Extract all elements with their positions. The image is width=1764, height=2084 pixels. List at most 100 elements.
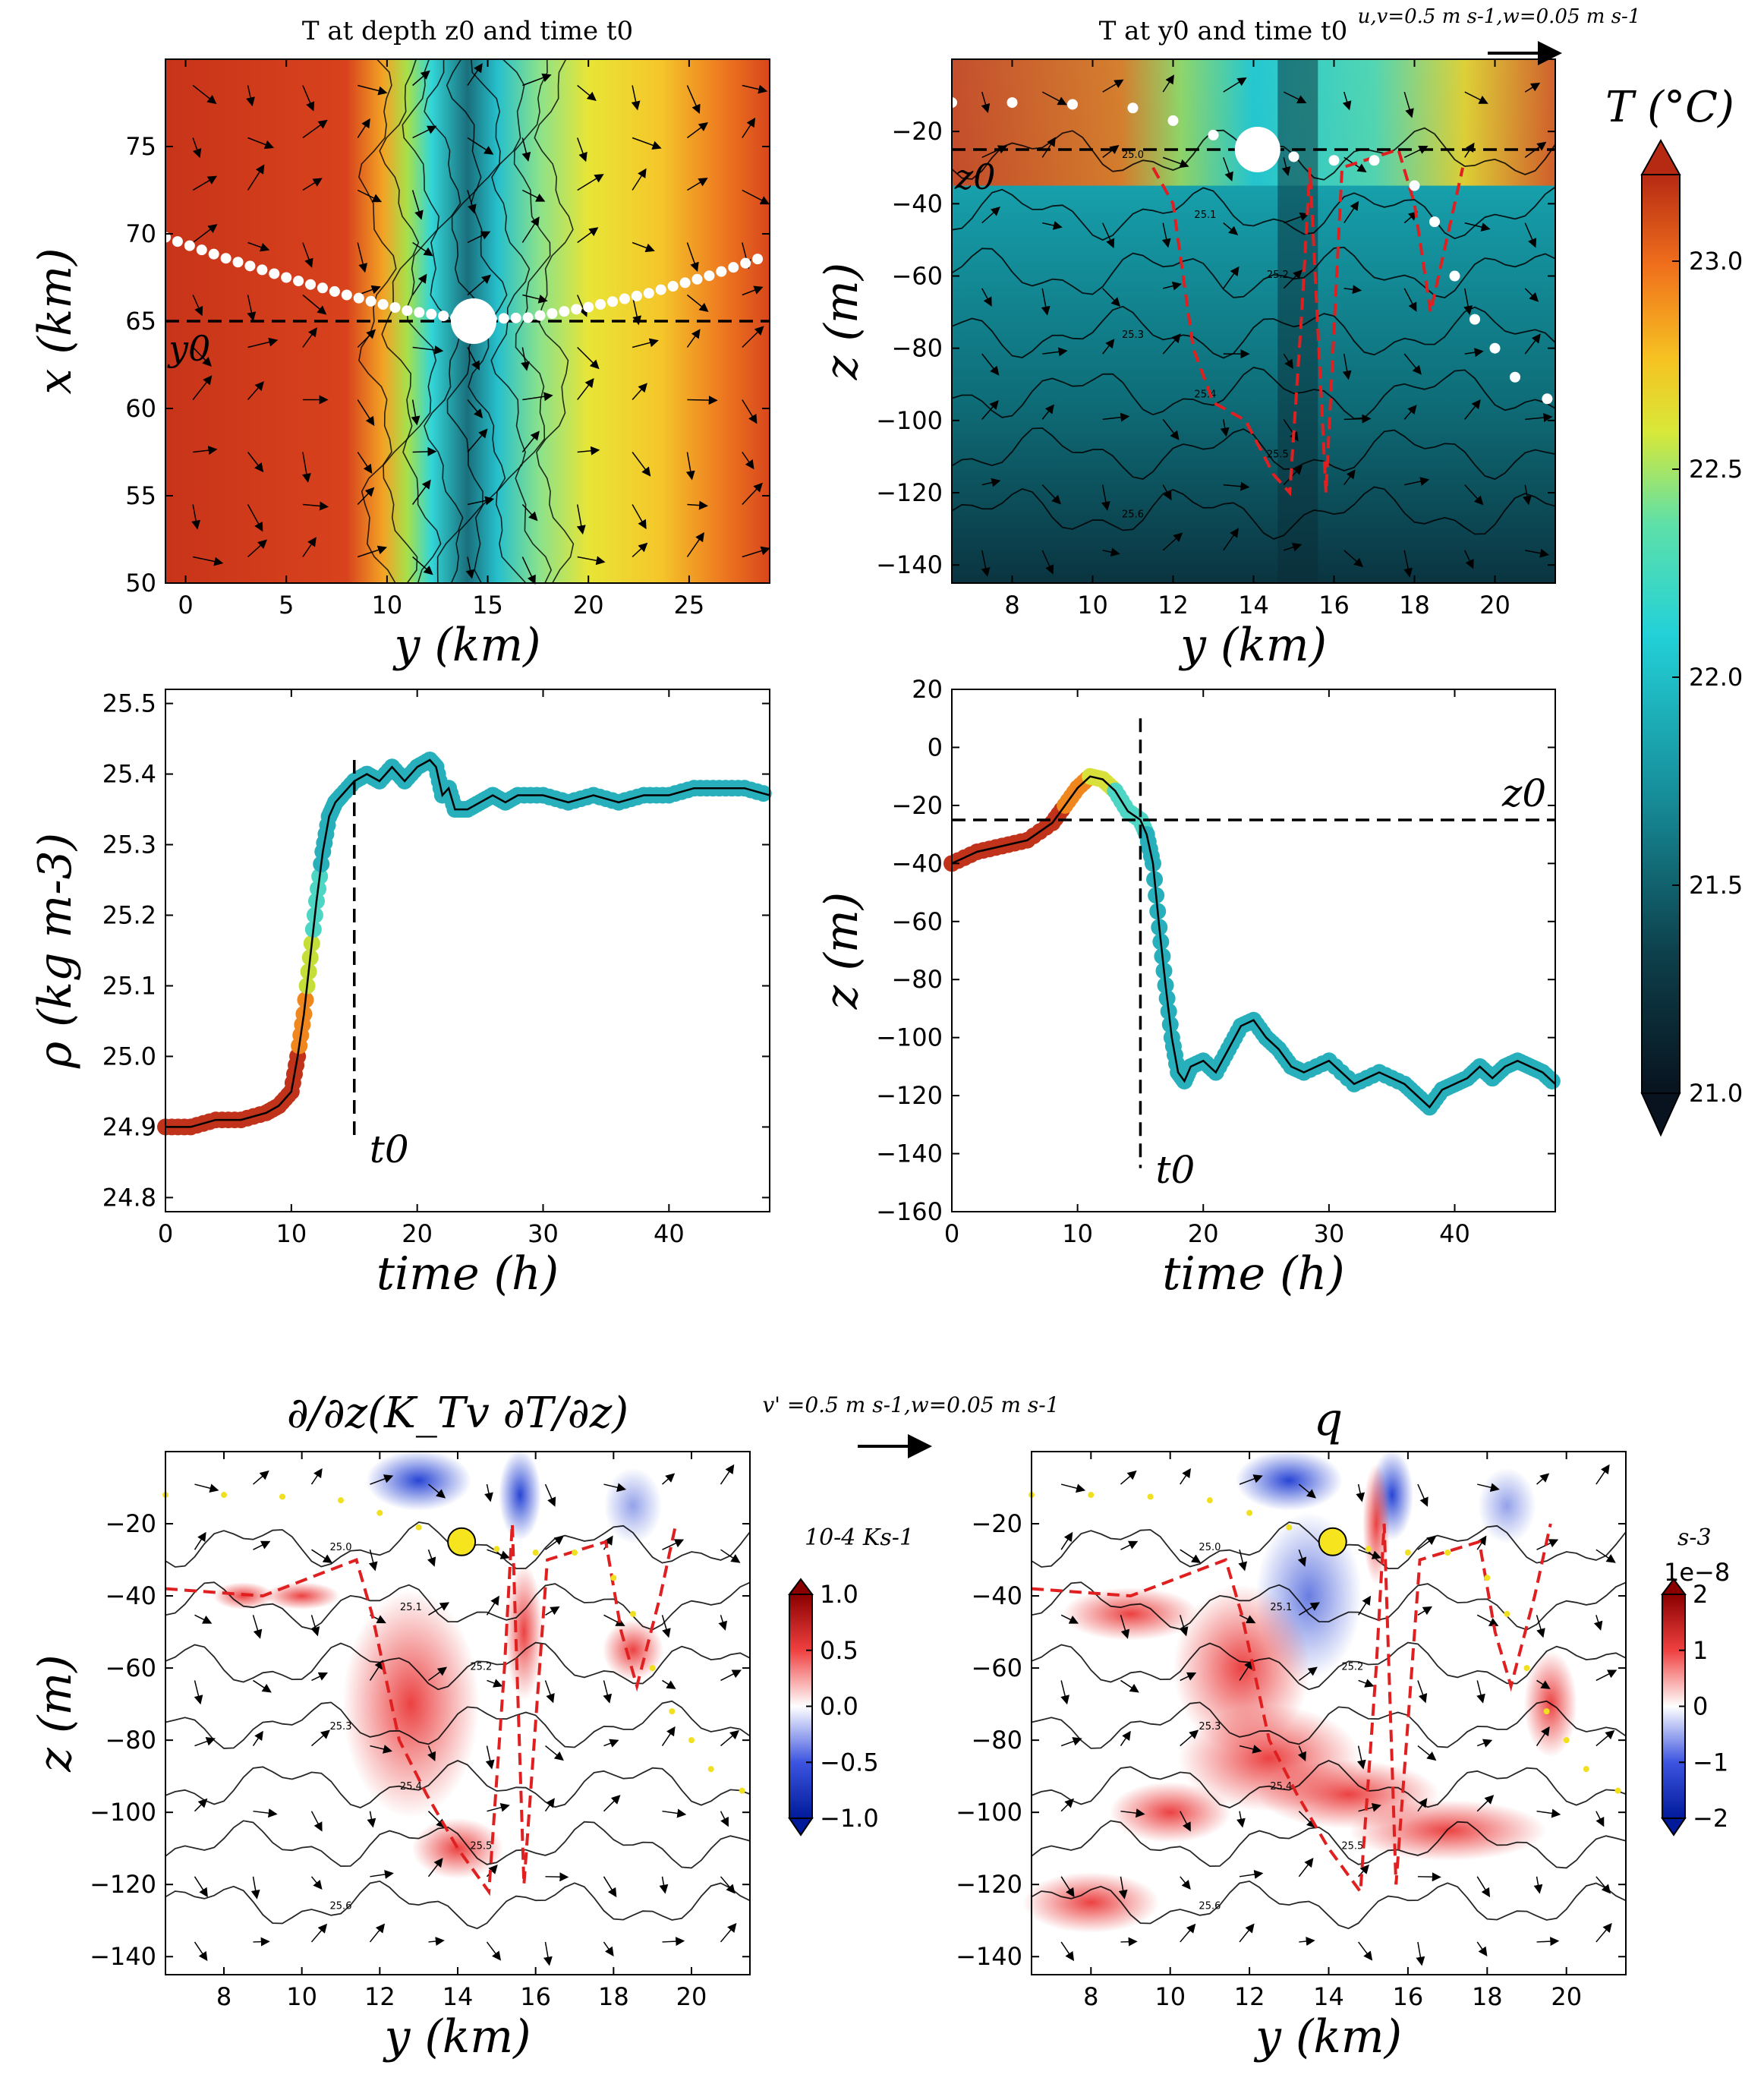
p1-velocity-arrow xyxy=(357,118,370,138)
p1-trajectory-point xyxy=(595,298,606,310)
cbT-bar xyxy=(1641,174,1681,1094)
p6-velocity-arrow xyxy=(1476,1680,1485,1704)
p6-velocity-arrow xyxy=(1536,1679,1551,1689)
p1-velocity-arrow xyxy=(742,117,756,138)
p6-trajectory-point xyxy=(1286,1524,1293,1531)
p6-trajectory-point xyxy=(1147,1493,1154,1500)
p5-velocity-arrow xyxy=(661,1615,671,1638)
p6-velocity-arrow xyxy=(1239,1870,1264,1879)
p5-ylabel: z (m) xyxy=(29,1654,82,1772)
p1-velocity-arrow xyxy=(357,189,383,203)
p6-velocity-arrow xyxy=(1595,1922,1612,1943)
p1-velocity-arrow xyxy=(742,84,768,94)
p4-ytick-label: −20 xyxy=(891,791,943,820)
p2-velocity-arrow xyxy=(1102,222,1115,248)
p2-xtick-label: 16 xyxy=(1318,591,1350,620)
p6-velocity-arrow xyxy=(1180,1923,1196,1943)
p6-velocity-arrow xyxy=(1533,1876,1543,1894)
p2-velocity-arrow xyxy=(1403,288,1417,312)
p2-velocity-arrow xyxy=(1525,413,1553,422)
p1-trajectory-point xyxy=(691,273,703,285)
p1-trajectory-point xyxy=(510,312,521,323)
p1-marker xyxy=(450,298,496,344)
p1-trajectory-point xyxy=(172,236,183,247)
p2-velocity-arrow xyxy=(1101,484,1110,511)
p2-velocity-arrow xyxy=(1042,221,1063,230)
p1-trajectory-point xyxy=(728,262,739,273)
p6-velocity-arrow xyxy=(1358,1679,1375,1688)
p6-trajectory-point xyxy=(1088,1492,1095,1499)
p5-velocity-arrow xyxy=(720,1549,741,1563)
p1-velocity-arrow xyxy=(467,274,491,296)
p6-velocity-arrow xyxy=(1060,1531,1073,1550)
p5-velocity-arrow xyxy=(428,1602,450,1616)
p5-velocity-arrow xyxy=(720,1729,740,1747)
p6-trajectory-point xyxy=(1206,1497,1213,1504)
p1-velocity-arrow xyxy=(742,546,770,558)
p2-velocity-arrow xyxy=(1403,211,1418,224)
p5-velocity-arrow xyxy=(427,1811,446,1829)
p6-velocity-arrow xyxy=(1536,1473,1550,1485)
p1-velocity-arrow xyxy=(192,224,218,244)
p6-velocity-arrow xyxy=(1239,1923,1255,1943)
p1-velocity-arrow xyxy=(302,85,315,112)
p3-ytick-label: 24.8 xyxy=(102,1183,156,1212)
p5-trajectory-point xyxy=(493,1546,500,1553)
p2-velocity-arrow xyxy=(1102,144,1120,158)
p5-velocity-arrow xyxy=(194,1798,208,1812)
p1-velocity-arrow xyxy=(577,295,588,317)
p2-velocity-arrow xyxy=(1343,414,1372,424)
p6-velocity-arrow xyxy=(1476,1795,1495,1812)
p6-velocity-arrow xyxy=(1236,1811,1246,1828)
cbT-tick-label: 23.0 xyxy=(1689,247,1743,276)
p6-velocity-arrow xyxy=(1298,1666,1318,1682)
p1-trajectory-point xyxy=(281,272,292,283)
p2-contour xyxy=(951,246,1556,299)
p6-colorbar-tick-label: 2 xyxy=(1693,1580,1708,1609)
p2-velocity-arrow xyxy=(1223,266,1240,289)
p6-trajectory-point xyxy=(1365,1546,1372,1553)
p6-velocity-arrow xyxy=(1298,1483,1316,1499)
p5-velocity-arrow xyxy=(603,1941,614,1956)
p2-z0-label: z0 xyxy=(954,156,996,197)
p5-ytick-label: −120 xyxy=(90,1870,156,1899)
p2-trajectory-point xyxy=(1469,314,1480,325)
p2-contour-label: 25.1 xyxy=(1194,210,1216,221)
cbT-bottom-triangle xyxy=(1640,1092,1681,1137)
p4-ytick-label: −160 xyxy=(876,1197,943,1226)
p1-velocity-arrow xyxy=(192,84,217,105)
p1-trajectory-point xyxy=(667,281,679,292)
p1-velocity-arrow xyxy=(687,178,708,191)
p1-velocity-arrow xyxy=(247,504,263,532)
p6-contour xyxy=(1031,1641,1627,1691)
p2-dark-column xyxy=(1277,59,1318,583)
p2-velocity-arrow xyxy=(1525,548,1550,558)
p6-velocity-arrow xyxy=(1120,1470,1137,1485)
p2-velocity-arrow xyxy=(1223,528,1239,551)
p2-xtick-label: 8 xyxy=(1004,591,1019,620)
p3-frame xyxy=(165,689,770,1212)
p1-trajectory-point xyxy=(196,244,207,256)
p2-trajectory-point xyxy=(1429,216,1440,228)
p1-trajectory-point xyxy=(232,257,244,268)
p1-velocity-arrow xyxy=(246,85,255,107)
p6-velocity-arrow xyxy=(1060,1941,1075,1962)
p4-ytick-label: 20 xyxy=(912,675,943,704)
cbT-label: T (°C) xyxy=(1605,83,1734,132)
p5-velocity-arrow xyxy=(718,1615,728,1631)
p6-velocity-arrow xyxy=(1595,1876,1611,1894)
p6-velocity-arrow xyxy=(1417,1483,1429,1507)
p6-velocity-arrow xyxy=(1595,1811,1605,1827)
p6-velocity-arrow xyxy=(1298,1857,1314,1877)
p1-trajectory-point xyxy=(293,276,304,287)
p6-velocity-arrow xyxy=(1417,1536,1437,1550)
p3-series-line xyxy=(165,758,770,1128)
p1-trajectory-point xyxy=(208,248,219,260)
p6-velocity-arrow xyxy=(1120,1730,1131,1746)
p1-velocity-arrow xyxy=(357,399,375,427)
p2-velocity-arrow xyxy=(1102,547,1120,557)
p1-velocity-arrow xyxy=(465,556,475,579)
p5-xtick-label: 18 xyxy=(598,1982,629,2011)
p2-contour-label: 25.3 xyxy=(1122,329,1144,341)
p6-velocity-arrow xyxy=(1477,1483,1500,1493)
